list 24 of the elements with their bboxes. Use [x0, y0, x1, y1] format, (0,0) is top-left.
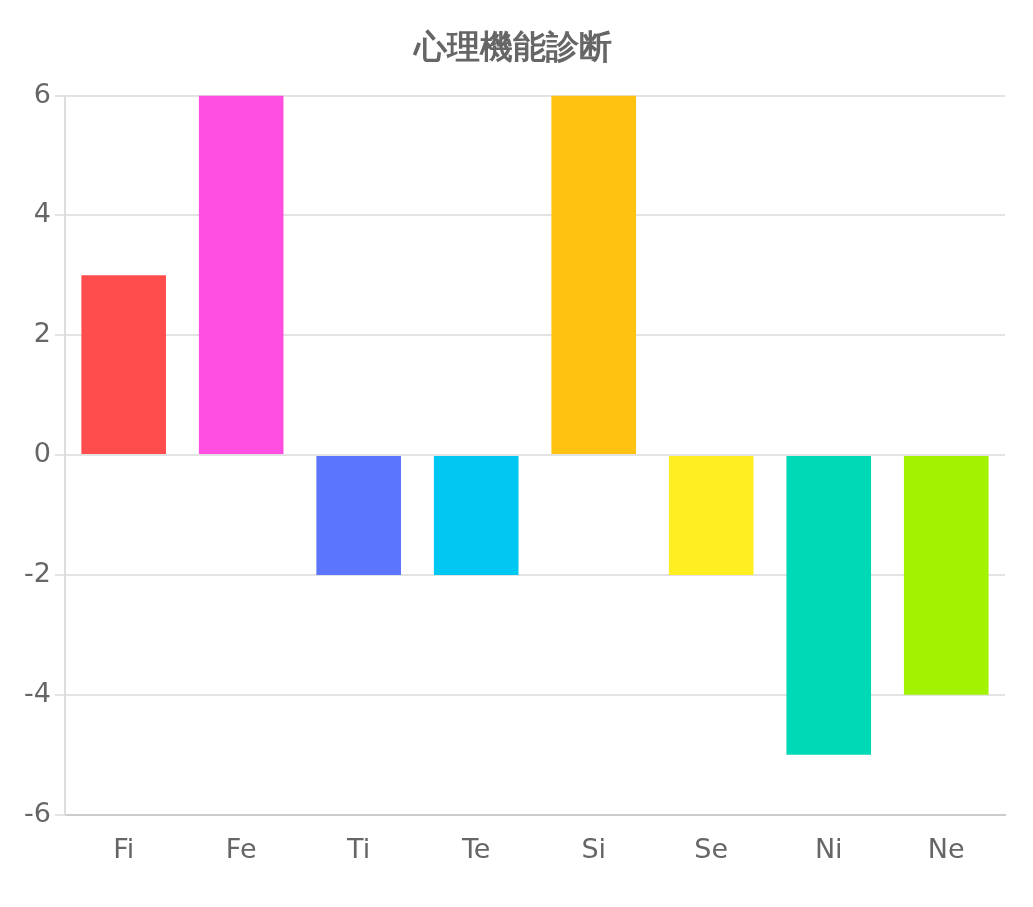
y-tick-label: -2 — [24, 556, 51, 588]
x-tick-label: Ti — [346, 832, 371, 864]
y-tick-label: 2 — [33, 317, 51, 349]
x-tick-label: Si — [581, 832, 607, 864]
x-tick-label: Fe — [225, 832, 257, 864]
bar — [316, 456, 401, 575]
x-tick-label: Ni — [814, 832, 843, 864]
x-tick-label: Te — [460, 832, 491, 864]
x-tick-label: Se — [694, 832, 729, 864]
x-tick-label: Fi — [113, 832, 135, 864]
y-tick-label: 0 — [33, 437, 51, 469]
bar — [903, 456, 989, 695]
bar — [786, 456, 872, 755]
y-tick-label: 4 — [33, 197, 51, 229]
y-tick-label: 6 — [33, 77, 51, 109]
chart-title: 心理機能診断 — [411, 27, 612, 67]
bar — [668, 456, 754, 575]
x-tick-label: Ne — [927, 832, 965, 864]
bar — [198, 95, 284, 455]
bar — [551, 95, 637, 455]
y-tick-label: -4 — [24, 676, 51, 708]
y-tick-label: -6 — [24, 796, 51, 828]
bar — [433, 456, 519, 575]
bar — [81, 275, 166, 455]
